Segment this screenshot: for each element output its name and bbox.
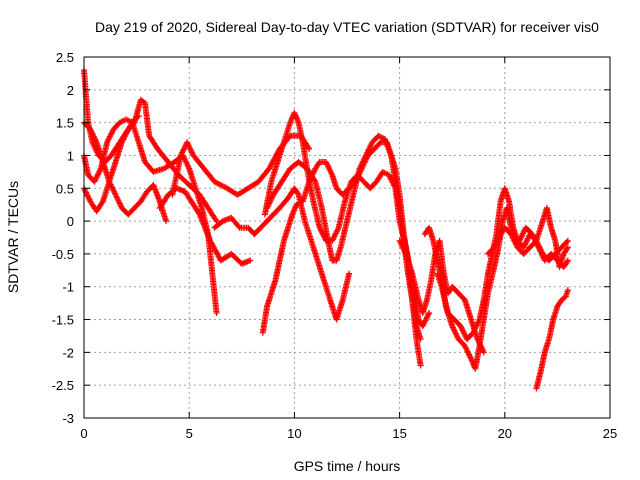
data-point — [417, 362, 424, 369]
data-point — [564, 257, 571, 264]
x-tick-label: 10 — [287, 426, 301, 441]
data-point — [306, 145, 313, 152]
data-point — [294, 190, 301, 197]
data-point — [346, 270, 353, 277]
chart-title: Day 219 of 2020, Sidereal Day-to-day VTE… — [95, 19, 599, 35]
series-track-10 — [264, 132, 424, 369]
x-tick-label: 25 — [603, 426, 617, 441]
series-track-2 — [81, 116, 220, 316]
y-tick-label: -1.5 — [52, 313, 74, 328]
y-tick-label: 0.5 — [56, 181, 74, 196]
series-track-13 — [434, 185, 571, 343]
series-track-7 — [211, 185, 353, 323]
series-track-16 — [533, 287, 571, 392]
y-tick-label: 2.5 — [56, 50, 74, 65]
data-point — [426, 310, 433, 316]
series-track-6 — [169, 132, 313, 198]
data-point — [247, 257, 254, 264]
x-tick-label: 20 — [498, 426, 512, 441]
data-point — [213, 310, 220, 316]
x-axis-title: GPS time / hours — [294, 458, 401, 474]
y-tick-label: 0 — [67, 214, 74, 229]
y-tick-label: -1 — [62, 280, 74, 295]
data-point — [564, 237, 571, 244]
y-tick-label: 1 — [67, 148, 74, 163]
data-marks — [81, 67, 571, 392]
plot-frame — [83, 56, 611, 419]
y-tick-label: -2.5 — [52, 378, 74, 393]
y-axis-title: SDTVAR / TECUs — [5, 181, 21, 293]
y-tick-label: -2 — [62, 345, 74, 360]
data-point — [563, 238, 570, 245]
data-point — [480, 349, 487, 356]
series-track-14 — [485, 205, 571, 270]
x-tick-label: 15 — [392, 426, 406, 441]
axis-ticks: 0 5 10 15 20 25 -3 -2.5 -2 -1.5 -1 -0.5 0 0.5 1 1.5 2 2.5 — [52, 50, 618, 441]
data-point — [564, 244, 571, 251]
data-point — [311, 177, 318, 184]
y-tick-label: -0.5 — [52, 247, 74, 262]
y-tick-label: 2 — [67, 83, 74, 98]
x-tick-label: 5 — [186, 426, 193, 441]
y-tick-label: 1.5 — [56, 116, 74, 131]
x-tick-label: 0 — [80, 426, 87, 441]
series-track-4 — [81, 119, 170, 225]
data-point — [135, 113, 142, 120]
data-point — [564, 258, 571, 265]
data-point — [235, 223, 242, 230]
series-track-15 — [516, 224, 571, 270]
data-point — [163, 218, 170, 225]
data-point — [564, 287, 571, 293]
y-tick-label: -3 — [62, 411, 74, 426]
